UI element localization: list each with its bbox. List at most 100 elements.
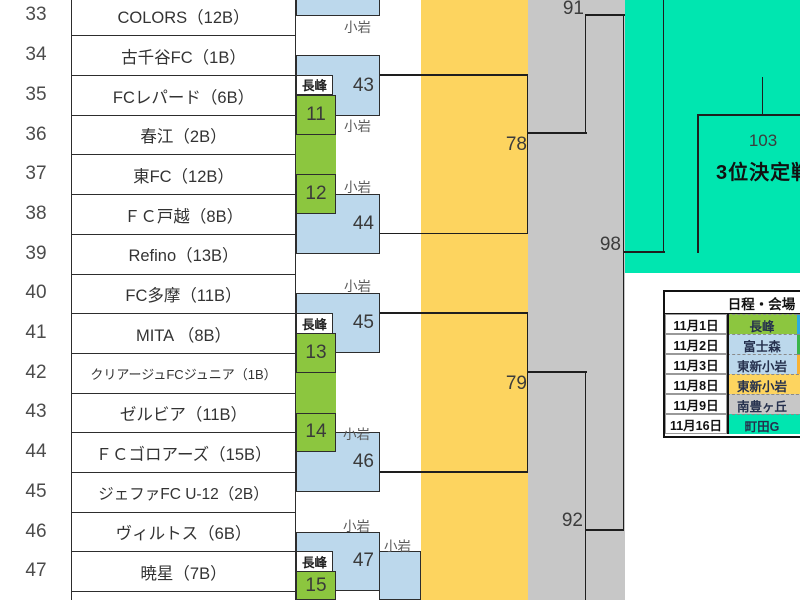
bracket-line [584, 528, 625, 531]
schedule-venue-name: 町田G [744, 419, 780, 434]
bracket-line [761, 76, 764, 116]
team-row: ＦＣゴロアーズ（15B） [71, 432, 296, 474]
team-number: 33 [25, 4, 47, 26]
schedule-date: 11月3日 [665, 354, 727, 374]
bracket-line [584, 371, 587, 600]
round-label-103: 103 [748, 130, 778, 150]
schedule-date: 11月1日 [665, 314, 727, 334]
team-number: 47 [25, 560, 47, 582]
venue-label-nagamine: 長峰 [296, 313, 333, 334]
match-number: 11 [306, 103, 326, 125]
match-box-blue [296, 0, 380, 16]
schedule-venue: 東新小岩 [727, 354, 797, 374]
bracket-line [526, 132, 587, 134]
match-box-13: 13 [296, 333, 336, 373]
bracket-line [622, 250, 665, 253]
bracket-line [380, 312, 528, 314]
team-row: 暁星（7B） [71, 551, 296, 593]
match-number: 15 [305, 574, 327, 596]
bracket-line [584, 14, 625, 16]
schedule-venue: 町田G [727, 414, 800, 434]
team-row: 東FC（12B） [71, 154, 296, 196]
schedule-header: 日程・会場 [727, 296, 796, 312]
venue-label-koiwa: 小岩 [343, 427, 370, 442]
venue-label-koiwa: 小岩 [344, 279, 371, 294]
bracket-line [662, 0, 665, 253]
match-number: 43 [352, 74, 374, 96]
match-box-12: 12 [296, 174, 336, 214]
bracket-line [380, 470, 528, 473]
team-number: 40 [25, 282, 47, 304]
schedule-date: 11月2日 [665, 334, 727, 354]
schedule-venue: 富士森 [727, 334, 797, 354]
schedule-date: 11月16日 [665, 414, 727, 434]
team-row: クリアージュFCジュニア（1B） [71, 352, 296, 395]
schedule-date: 11月9日 [665, 394, 727, 414]
bracket-line [526, 73, 529, 235]
team-number: 46 [25, 520, 47, 542]
match-number: 44 [352, 212, 374, 234]
team-number: 39 [25, 242, 47, 264]
venue-label-nagamine: 長峰 [296, 551, 333, 572]
round4-band [528, 0, 625, 600]
team-number: 45 [25, 480, 47, 502]
final-stage-area [625, 0, 800, 273]
match-box-blue [379, 551, 421, 600]
bracket-line [380, 232, 528, 235]
team-row: MITA （8B） [71, 313, 296, 355]
schedule-column-divider [727, 313, 729, 434]
schedule-venue: 南豊ヶ丘 [727, 394, 800, 414]
match-number: 12 [305, 183, 327, 205]
schedule-venue-extra [797, 354, 800, 374]
team-number: 41 [25, 322, 47, 344]
match-number: 47 [352, 550, 374, 572]
team-number: 43 [25, 401, 47, 423]
team-number: 35 [25, 83, 47, 105]
team-number: 42 [25, 361, 47, 383]
team-number: 38 [25, 202, 47, 224]
schedule-header-divider [665, 313, 800, 315]
match-number: 45 [352, 312, 374, 334]
venue-label-koiwa: 小岩 [344, 180, 371, 195]
green-connector [296, 372, 336, 413]
team-row: 春江（2B） [71, 114, 296, 156]
schedule-venue-name: 東新小岩 [736, 379, 787, 394]
round3-band [421, 0, 528, 600]
schedule-date: 11月8日 [665, 374, 727, 394]
venue-label-koiwa: 小岩 [344, 20, 371, 35]
team-number: 36 [25, 123, 47, 145]
team-row: FC多摩（11B） [71, 273, 296, 315]
team-number: 44 [25, 441, 47, 463]
bracket-line [526, 371, 587, 373]
bracket-line [622, 14, 625, 531]
team-number: 34 [25, 44, 47, 66]
green-connector [296, 134, 336, 175]
team-row: ゼルビア（11B） [71, 392, 296, 434]
venue-label-nagamine: 長峰 [296, 74, 333, 95]
match-number: 46 [352, 451, 374, 473]
team-row: ヴィルトス（6B） [71, 511, 296, 553]
team-row: ジェファFC U-12（2B） [71, 472, 296, 514]
team-row: FCレパード（6B） [71, 75, 296, 117]
schedule-table: 日程・会場 11月1日 長峰 11月2日 富士森 11月3日 東新小岩 11月8日 東新小岩 11… [663, 290, 800, 438]
match-number: 13 [305, 341, 327, 363]
bracket-line [697, 114, 800, 116]
round-label-91: 91 [562, 0, 584, 19]
match-box-15: 15 [296, 571, 336, 600]
bracket-line [697, 114, 699, 253]
team-row: COLORS（12B） [71, 0, 296, 37]
team-row-partial [71, 591, 296, 600]
venue-label-koiwa: 小岩 [343, 519, 370, 534]
match-box-11: 11 [296, 94, 336, 135]
venue-label-koiwa: 小岩 [344, 119, 371, 134]
schedule-venue-name: 長峰 [749, 319, 775, 334]
schedule-venue-extra [797, 314, 800, 334]
match-box-14: 14 [296, 412, 336, 453]
round-label-98: 98 [599, 233, 621, 255]
team-row: Refino（13B） [71, 233, 296, 276]
schedule-venue-name: 南豊ヶ丘 [736, 399, 787, 414]
round-label-79: 79 [505, 372, 527, 394]
venue-label-koiwa: 小岩 [384, 539, 411, 554]
team-number: 37 [25, 163, 47, 185]
